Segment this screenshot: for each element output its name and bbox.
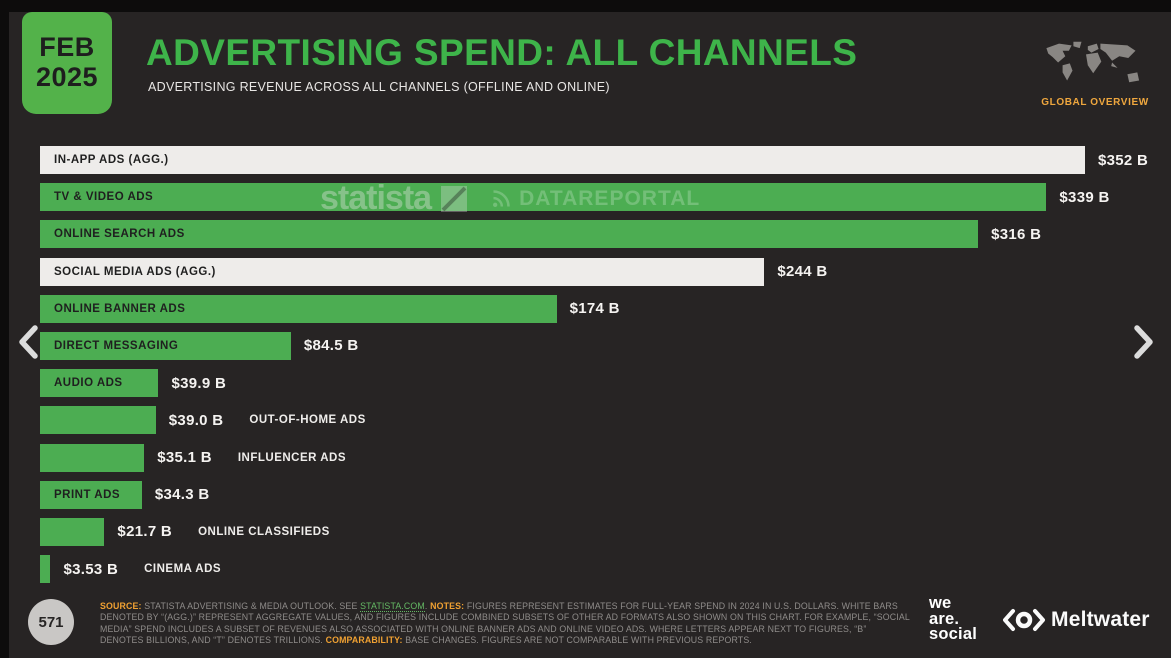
bar-label: IN-APP ADS (AGG.): [54, 154, 169, 166]
we-are-social-line2: are.: [929, 609, 960, 628]
chevron-right-icon: [1134, 325, 1153, 359]
bar-value: $352 B: [1098, 151, 1149, 169]
bar-label: SOCIAL MEDIA ADS (AGG.): [54, 265, 216, 278]
notes-keyword: SOURCE:: [100, 601, 142, 611]
page-subtitle: ADVERTISING REVENUE ACROSS ALL CHANNELS …: [148, 80, 610, 94]
bar-online-search-ads: ONLINE SEARCH ADS: [40, 220, 979, 249]
chart-row: DIRECT MESSAGING $84.5 B: [40, 331, 1085, 360]
date-badge: FEB 2025: [22, 12, 112, 114]
chevron-left-icon: [19, 325, 38, 359]
bar-value: $39.9 B: [171, 374, 227, 392]
global-overview-block: GLOBAL OVERVIEW: [1034, 40, 1156, 108]
bar-value: $3.53 B: [63, 560, 119, 578]
bar-cinema-ads: [40, 555, 51, 584]
top-border-band: [0, 0, 1171, 12]
meltwater-logo-icon: [1003, 609, 1045, 631]
bar-label: AUDIO ADS: [54, 377, 123, 390]
chart-row: ONLINE SEARCH ADS $316 B: [40, 220, 1085, 249]
chart-row: IN-APP ADS (AGG.) $352 B: [40, 146, 1148, 174]
bar-label: ONLINE CLASSIFIEDS: [198, 525, 330, 538]
chart-row: TV & VIDEO ADS $339 B: [40, 183, 1109, 212]
bar-value: $35.1 B: [157, 449, 212, 466]
bar-tv-video-ads: TV & VIDEO ADS: [40, 183, 1047, 212]
chart-row: $35.1 B INFLUENCER ADS: [40, 443, 1085, 472]
bar-chart: IN-APP ADS (AGG.) $352 B TV & VIDEO ADS $33…: [40, 146, 1148, 592]
bar-out-of-home-ads: [40, 406, 156, 435]
bar-value: $39.0 B: [168, 411, 224, 429]
prev-slide-button[interactable]: [13, 324, 43, 362]
bar-influencer-ads: [40, 443, 145, 472]
bar-label: CINEMA ADS: [144, 563, 222, 576]
global-overview-label: GLOBAL OVERVIEW: [1041, 97, 1149, 108]
world-map-icon: [1046, 41, 1140, 83]
bar-direct-messaging: DIRECT MESSAGING: [40, 331, 291, 360]
notes-keyword: COMPARABILITY:: [325, 634, 403, 645]
chart-row: ONLINE BANNER ADS $174 B: [40, 294, 1085, 323]
bar-label: ONLINE BANNER ADS: [54, 302, 186, 315]
we-are-social-line1: we: [929, 594, 952, 612]
meltwater-logo: Meltwater: [1002, 608, 1150, 632]
notes-text: STATISTA ADVERTISING & MEDIA OUTLOOK. SE…: [141, 601, 361, 611]
bar-in-app-ads-agg: IN-APP ADS (AGG.): [40, 146, 1085, 174]
bar-label: TV & VIDEO ADS: [54, 191, 154, 204]
bar-value: $339 B: [1059, 188, 1110, 206]
bar-label: DIRECT MESSAGING: [54, 339, 179, 352]
notes-text: .: [424, 601, 431, 611]
meltwater-logo-text: Meltwater: [1051, 608, 1150, 631]
bar-value: $84.5 B: [303, 337, 359, 355]
chart-row: AUDIO ADS $39.9 B: [40, 369, 1085, 398]
bar-value: $34.3 B: [154, 486, 210, 504]
bar-online-classifieds: [40, 517, 105, 546]
bar-label: OUT-OF-HOME ADS: [249, 414, 366, 427]
we-are-social-line3: social: [929, 625, 977, 643]
bar-value: $174 B: [569, 300, 620, 318]
bar-audio-ads: AUDIO ADS: [40, 369, 159, 398]
next-slide-button[interactable]: [1129, 324, 1159, 362]
page-number: 571: [38, 613, 64, 631]
bar-label: PRINT ADS: [54, 488, 121, 501]
date-badge-month: FEB: [39, 32, 95, 63]
notes-text: FIGURES REPRESENT ESTIMATES FOR FULL-YEA…: [100, 601, 910, 645]
bar-social-media-ads-agg: SOCIAL MEDIA ADS (AGG.): [40, 257, 765, 286]
chart-row: SOCIAL MEDIA ADS (AGG.) $244 B: [40, 257, 1085, 286]
page-title: ADVERTISING SPEND: ALL CHANNELS: [146, 32, 858, 73]
bar-label: ONLINE SEARCH ADS: [54, 228, 185, 241]
bar-label: INFLUENCER ADS: [237, 451, 347, 464]
page-number-badge: 571: [28, 599, 74, 645]
bar-online-banner-ads: ONLINE BANNER ADS: [40, 294, 557, 323]
bar-print-ads: PRINT ADS: [40, 480, 142, 509]
statista-com-link[interactable]: STATISTA.COM: [360, 601, 425, 612]
chart-row: PRINT ADS $34.3 B: [40, 480, 1085, 509]
date-badge-year: 2025: [35, 62, 99, 92]
notes-keyword: NOTES:: [430, 601, 465, 611]
bar-value: $21.7 B: [117, 523, 173, 541]
bar-value: $316 B: [991, 225, 1042, 243]
chart-row: $3.53 B CINEMA ADS: [40, 555, 1085, 584]
chart-row: $39.0 B OUT-OF-HOME ADS: [40, 406, 1085, 435]
chart-row: $21.7 B ONLINE CLASSIFIEDS: [40, 517, 1085, 546]
notes-text: BASE CHANGES. FIGURES ARE NOT COMPARABLE…: [402, 634, 752, 645]
left-border-band: [0, 0, 9, 658]
we-are-social-logo: we are. social: [929, 594, 977, 643]
bar-value: $244 B: [777, 263, 828, 281]
source-notes: SOURCE: STATISTA ADVERTISING & MEDIA OUT…: [100, 601, 912, 646]
